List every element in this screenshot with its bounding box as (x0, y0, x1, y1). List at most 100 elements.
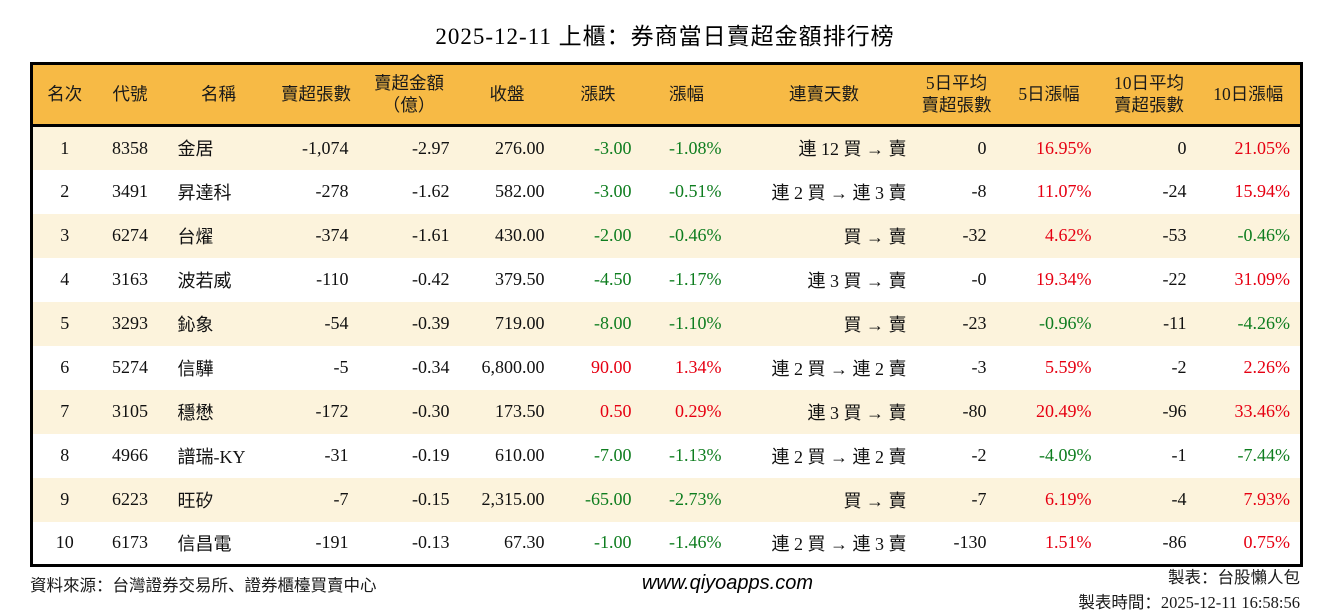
cell-lots: -54 (324, 313, 349, 333)
cell-lots: -5 (333, 357, 349, 377)
cell-change_pct: -1.08% (669, 137, 722, 158)
table-row: 3 6274 台燿 -374 -1.61 430.00 -2.00 -0.46% 買 → 賣 -3… (31, 213, 1302, 258)
cell-change_pct: -2.73% (669, 489, 722, 509)
cell-avg10: -2 (1171, 357, 1187, 377)
table-body: 1 8358 金居 -1,074 -2.97 276.00 -3.00 -1.08% 連 12 … (31, 125, 1302, 566)
cell-pct5: 20.49% (1036, 401, 1092, 421)
cell-avg10: -96 (1162, 401, 1187, 421)
cell-lots: -1,074 (302, 137, 349, 158)
cell-change_pct: -1.17% (669, 269, 722, 289)
table-row: 8 4966 譜瑞-KY -31 -0.19 610.00 -7.00 -1.13% 連 2 買… (31, 433, 1302, 478)
cell-lots: -278 (315, 181, 349, 201)
column-header-pct5: 5日漲幅 (1018, 83, 1080, 104)
ranking-table: 名次 代號 名稱 賣超張數 賣超金額 （億） 收盤 漲跌 漲幅 連賣天數 5日平均 賣超張數 5日漲幅 1… (30, 62, 1303, 567)
cell-avg10: -86 (1162, 532, 1187, 553)
cell-change_pct: -1.46% (669, 532, 722, 553)
column-header-avg10: 10日平均 賣超張數 (1114, 72, 1184, 115)
cell-rank: 2 (60, 181, 70, 201)
cell-amount: -0.30 (412, 401, 450, 421)
cell-avg5: 0 (977, 137, 987, 158)
cell-pct5: 19.34% (1036, 269, 1092, 289)
cell-avg10: -11 (1163, 313, 1187, 333)
footer: 資料來源：台灣證券交易所、證券櫃檯買賣中心 www.qiyoapps.com 製… (30, 566, 1300, 612)
cell-change: -2.00 (594, 225, 632, 245)
cell-avg5: -32 (962, 225, 987, 245)
cell-pct10: -0.46% (1237, 225, 1291, 245)
table-row: 6 5274 信驊 -5 -0.34 6,800.00 90.00 1.34% 連 2 買 → … (31, 345, 1302, 390)
cell-name: 信驊 (177, 358, 214, 379)
cell-change: -1.00 (594, 532, 632, 553)
cell-name: 信昌電 (177, 533, 232, 554)
cell-code: 3163 (112, 269, 148, 289)
column-header-avg5: 5日平均 賣超張數 (921, 72, 992, 115)
cell-change_pct: -0.51% (669, 181, 722, 201)
cell-change_pct: 1.34% (675, 357, 722, 377)
cell-name: 波若威 (177, 270, 232, 291)
cell-change: -7.00 (594, 445, 632, 465)
cell-close: 2,315.00 (481, 489, 545, 509)
cell-name: 鈊象 (177, 314, 214, 335)
table-row: 1 8358 金居 -1,074 -2.97 276.00 -3.00 -1.08% 連 12 … (31, 125, 1302, 170)
cell-rank: 6 (60, 357, 70, 377)
cell-amount: -0.34 (412, 357, 450, 377)
table-row: 7 3105 穩懋 -172 -0.30 173.50 0.50 0.29% 連 3 買 → 賣… (31, 389, 1302, 434)
cell-amount: -1.62 (412, 181, 450, 201)
cell-avg10: 0 (1177, 137, 1187, 158)
cell-lots: -110 (316, 269, 349, 289)
cell-rank: 5 (60, 313, 70, 333)
cell-rank: 3 (60, 225, 70, 245)
cell-rank: 4 (60, 269, 70, 289)
cell-close: 430.00 (495, 225, 545, 245)
cell-code: 3491 (112, 181, 148, 201)
cell-avg5: -130 (953, 532, 987, 553)
cell-lots: -172 (315, 401, 349, 421)
cell-name: 昇達科 (177, 182, 232, 203)
cell-pct5: 5.59% (1045, 357, 1092, 377)
cell-amount: -0.19 (412, 445, 450, 465)
column-header-change_pct: 漲幅 (669, 83, 704, 104)
cell-avg5: -23 (962, 313, 987, 333)
cell-change_pct: -1.10% (669, 313, 722, 333)
table-row: 4 3163 波若威 -110 -0.42 379.50 -4.50 -1.17% 連 3 買 … (31, 257, 1302, 302)
column-header-code: 代號 (112, 83, 148, 104)
cell-streak: 連 3 買 → 賣 (807, 270, 907, 291)
cell-pct10: -4.26% (1237, 313, 1291, 333)
cell-close: 173.50 (495, 401, 545, 421)
table-header: 名次 代號 名稱 賣超張數 賣超金額 （億） 收盤 漲跌 漲幅 連賣天數 5日平均 賣超張數 5日漲幅 1… (31, 63, 1302, 126)
cell-code: 6173 (112, 532, 148, 553)
cell-avg10: -4 (1171, 489, 1187, 509)
cell-close: 276.00 (495, 137, 545, 158)
column-header-streak: 連賣天數 (789, 83, 859, 104)
cell-close: 379.50 (495, 269, 545, 289)
cell-amount: -0.39 (412, 313, 450, 333)
cell-change: -3.00 (594, 181, 632, 201)
cell-pct10: 7.93% (1243, 489, 1291, 509)
cell-streak: 連 2 買 → 連 3 賣 (771, 182, 907, 203)
cell-change_pct: -1.13% (669, 445, 722, 465)
cell-code: 6223 (112, 489, 148, 509)
column-header-lots: 賣超張數 (281, 83, 351, 104)
cell-pct10: 2.26% (1243, 357, 1291, 377)
cell-close: 610.00 (495, 445, 545, 465)
cell-avg5: -3 (971, 357, 987, 377)
cell-change: -65.00 (585, 489, 632, 509)
cell-amount: -2.97 (412, 137, 450, 158)
cell-lots: -191 (315, 532, 349, 553)
table-row: 5 3293 鈊象 -54 -0.39 719.00 -8.00 -1.10% 買 → 賣 -23… (31, 301, 1302, 346)
cell-pct10: 15.94% (1234, 181, 1291, 201)
cell-name: 金居 (177, 139, 214, 160)
cell-close: 67.30 (504, 532, 545, 553)
cell-pct5: 4.62% (1045, 225, 1092, 245)
cell-rank: 10 (55, 532, 74, 553)
cell-pct5: 16.95% (1036, 137, 1092, 158)
cell-streak: 連 2 買 → 連 3 賣 (771, 533, 907, 554)
cell-change: -4.50 (594, 269, 632, 289)
cell-change_pct: 0.29% (675, 401, 722, 421)
cell-lots: -31 (324, 445, 349, 465)
cell-streak: 連 12 買 → 賣 (798, 139, 907, 160)
cell-pct5: -4.09% (1039, 445, 1092, 465)
table-row: 10 6173 信昌電 -191 -0.13 67.30 -1.00 -1.46% 連 2 買 … (31, 521, 1302, 566)
table-row: 9 6223 旺矽 -7 -0.15 2,315.00 -65.00 -2.73% 買 → 賣 -… (31, 477, 1302, 522)
cell-rank: 8 (60, 445, 70, 465)
